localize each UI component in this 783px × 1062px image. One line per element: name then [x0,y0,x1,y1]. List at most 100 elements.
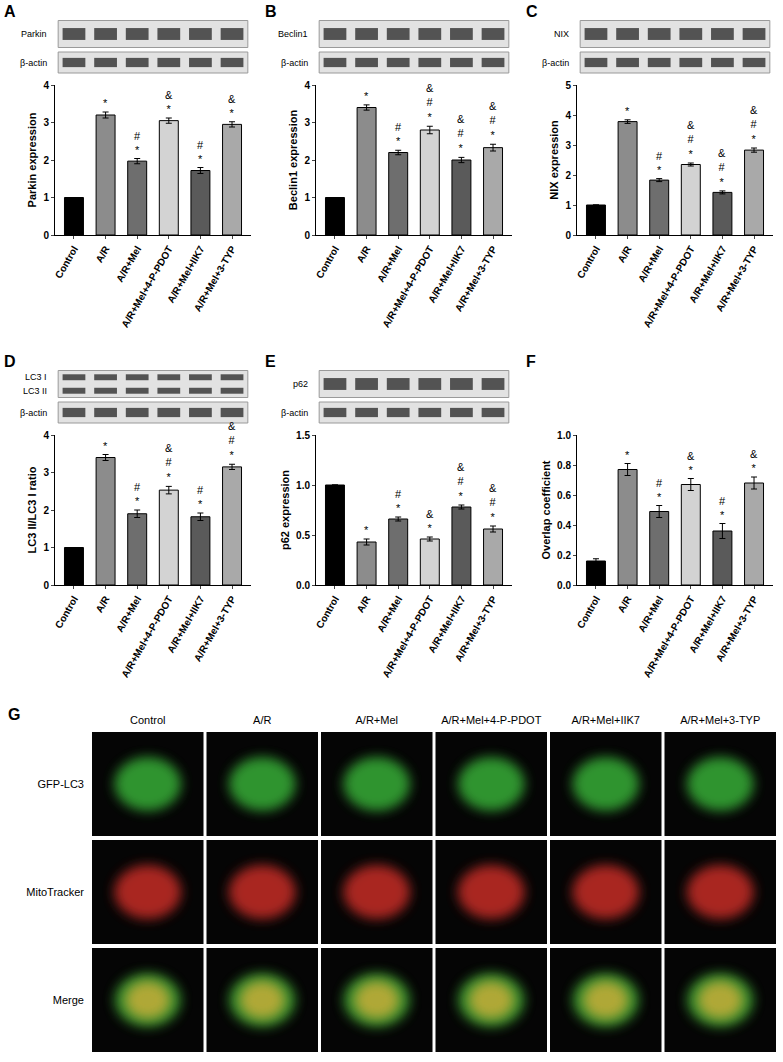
svg-text:A/R+Mel+3-TYP: A/R+Mel+3-TYP [680,714,760,726]
svg-text:A/R+Mel+IIK7: A/R+Mel+IIK7 [426,244,468,305]
svg-text:&*: &* [426,508,434,534]
svg-text:Control: Control [130,714,165,726]
svg-text:&#*: &#* [228,420,236,461]
svg-text:*: * [364,90,369,102]
svg-text:&#*: &#* [489,100,497,141]
svg-text:B: B [265,3,277,20]
svg-text:Control: Control [53,244,80,280]
svg-text:A/R+Mel: A/R+Mel [114,594,144,634]
svg-text:A/R+Mel+4-P-PDOT: A/R+Mel+4-P-PDOT [380,244,436,329]
svg-text:A/R+Mel: A/R+Mel [636,594,666,634]
svg-text:4: 4 [565,110,571,121]
svg-text:5: 5 [565,80,571,91]
svg-text:A/R+Mel+4-P-PDOT: A/R+Mel+4-P-PDOT [119,594,175,679]
svg-text:#*: #* [134,130,141,156]
svg-text:Control: Control [575,594,602,630]
svg-text:A/R+Mel: A/R+Mel [375,244,405,284]
svg-text:&#*: &#* [426,82,434,123]
svg-text:#*: #* [656,477,663,503]
svg-text:A/R+Mel: A/R+Mel [375,594,405,634]
svg-text:*: * [103,440,108,452]
svg-text:A/R+Mel+IIK7: A/R+Mel+IIK7 [426,594,468,655]
svg-text:4: 4 [304,80,310,91]
svg-text:Control: Control [314,244,341,280]
svg-text:A/R+Mel+4-P-PDOT: A/R+Mel+4-P-PDOT [641,244,697,329]
svg-text:G: G [8,706,20,723]
svg-text:2: 2 [43,155,49,166]
svg-text:Merge: Merge [53,994,84,1006]
svg-text:A/R+Mel+3-TYP: A/R+Mel+3-TYP [453,594,500,664]
svg-text:&*: &* [687,450,695,476]
svg-text:0: 0 [565,230,571,241]
svg-text:β-actin: β-actin [542,58,569,68]
svg-text:&*: &* [228,93,236,119]
svg-text:Overlap coefficient: Overlap coefficient [540,460,552,559]
svg-text:β-actin: β-actin [281,58,308,68]
svg-text:A/R+Mel+4-P-PDOT: A/R+Mel+4-P-PDOT [119,244,175,329]
svg-text:A/R+Mel+IIK7: A/R+Mel+IIK7 [572,714,640,726]
svg-text:p62: p62 [293,379,308,389]
svg-text:&#*: &#* [750,104,758,145]
svg-text:1.5: 1.5 [296,430,310,441]
svg-text:β-actin: β-actin [20,58,47,68]
svg-text:NIX: NIX [554,29,569,39]
svg-text:*: * [364,524,369,536]
svg-text:A/R+Mel+IIK7: A/R+Mel+IIK7 [687,594,729,655]
svg-text:Parkin: Parkin [21,29,47,39]
svg-text:*: * [625,449,630,461]
svg-text:A/R: A/R [354,593,373,614]
svg-text:2: 2 [565,170,571,181]
svg-text:0: 0 [304,230,310,241]
svg-text:A/R+Mel+IIK7: A/R+Mel+IIK7 [165,244,207,305]
svg-text:0.0: 0.0 [557,580,571,591]
svg-text:&#*: &#* [718,147,726,188]
svg-text:A/R+Mel+4-P-PDOT: A/R+Mel+4-P-PDOT [441,714,542,726]
svg-text:&#*: &#* [457,461,465,502]
svg-text:A/R+Mel+3-TYP: A/R+Mel+3-TYP [453,244,500,314]
svg-text:C: C [526,3,538,20]
svg-text:1: 1 [43,192,49,203]
svg-text:NIX expression: NIX expression [548,120,560,200]
svg-text:LC3 I: LC3 I [25,372,47,382]
svg-text:#*: #* [197,139,204,165]
svg-text:#*: #* [134,481,141,507]
svg-text:A/R: A/R [354,243,373,264]
svg-text:E: E [265,353,276,370]
svg-text:A/R: A/R [253,714,271,726]
svg-text:0.8: 0.8 [557,460,571,471]
svg-text:A/R+Mel: A/R+Mel [636,244,666,284]
svg-text:p62 expression: p62 expression [279,470,291,550]
svg-text:β-actin: β-actin [20,408,47,418]
svg-text:1.0: 1.0 [296,480,310,491]
svg-text:#*: #* [395,488,402,514]
svg-text:0.6: 0.6 [557,490,571,501]
svg-text:A/R+Mel+IIK7: A/R+Mel+IIK7 [687,244,729,305]
svg-text:3: 3 [43,117,49,128]
svg-text:A/R+Mel: A/R+Mel [356,714,399,726]
svg-text:A/R: A/R [93,243,112,264]
svg-text:#*: #* [395,121,402,147]
svg-text:1: 1 [43,542,49,553]
svg-text:A/R+Mel+3-TYP: A/R+Mel+3-TYP [714,594,761,664]
svg-text:Beclin1 expression: Beclin1 expression [287,110,299,211]
svg-text:0.0: 0.0 [296,580,310,591]
svg-text:A/R: A/R [93,593,112,614]
svg-text:3: 3 [43,467,49,478]
svg-text:A/R+Mel+3-TYP: A/R+Mel+3-TYP [714,244,761,314]
svg-text:&#*: &#* [687,119,695,160]
svg-text:0: 0 [43,580,49,591]
svg-text:Control: Control [575,244,602,280]
svg-text:A/R: A/R [615,593,634,614]
svg-text:0.2: 0.2 [557,550,571,561]
svg-text:0.4: 0.4 [557,520,571,531]
svg-text:3: 3 [565,140,571,151]
svg-text:*: * [625,105,630,117]
svg-text:GFP-LC3: GFP-LC3 [38,778,84,790]
svg-text:LC3 II/LC3 I ratio: LC3 II/LC3 I ratio [26,466,38,553]
svg-text:1.0: 1.0 [557,430,571,441]
svg-text:A/R+Mel: A/R+Mel [114,244,144,284]
svg-text:A/R+Mel+3-TYP: A/R+Mel+3-TYP [192,594,239,664]
svg-text:&*: &* [165,89,173,115]
svg-text:1: 1 [565,200,571,211]
svg-text:*: * [103,97,108,109]
